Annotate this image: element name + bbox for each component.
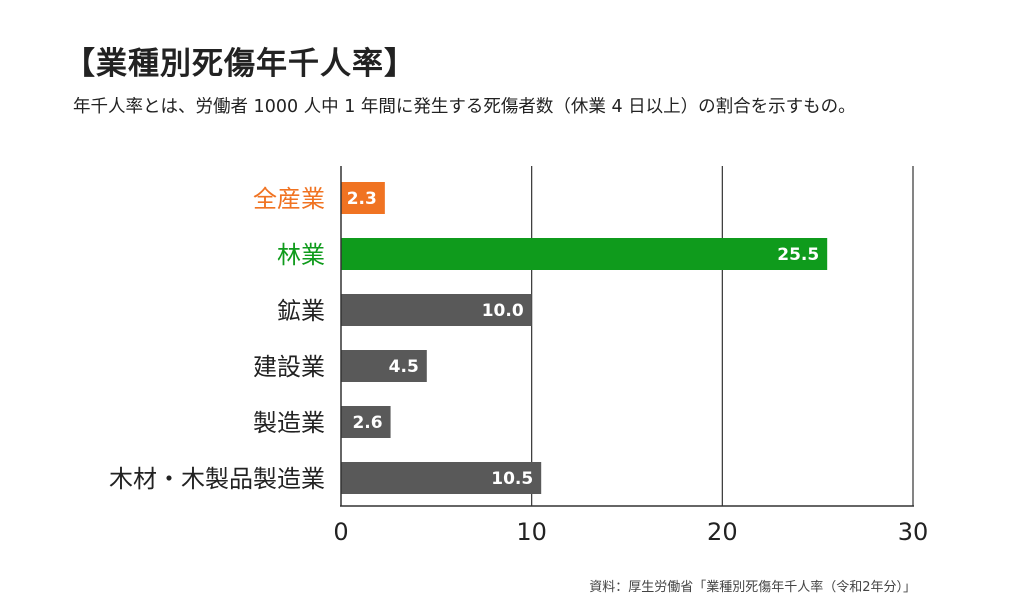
value-label-1: 25.5 bbox=[777, 245, 819, 265]
value-label-0: 2.3 bbox=[347, 189, 377, 209]
value-label-3: 4.5 bbox=[389, 357, 419, 377]
category-label-4: 製造業 bbox=[253, 409, 325, 437]
category-label-5: 木材・木製品製造業 bbox=[109, 465, 325, 493]
source-note: 資料：厚生労働省「業種別死傷年千人率（令和2年分）」 bbox=[589, 580, 916, 595]
bar-5 bbox=[341, 462, 542, 494]
bar-3 bbox=[341, 350, 427, 382]
x-tick-label-1: 10 bbox=[516, 518, 547, 546]
chart-subtitle: 年千人率とは、労働者 1000 人中 1 年間に発生する死傷者数（休業 4 日以… bbox=[73, 97, 856, 117]
x-tick-label-2: 20 bbox=[707, 518, 738, 546]
category-label-3: 建設業 bbox=[253, 353, 325, 381]
chart-title: 【業種別死傷年千人率】 bbox=[64, 46, 416, 82]
category-label-0: 全産業 bbox=[253, 185, 325, 213]
category-label-1: 林業 bbox=[277, 241, 325, 269]
bar-4 bbox=[341, 406, 391, 438]
value-label-5: 10.5 bbox=[491, 469, 533, 489]
bar-1 bbox=[341, 238, 828, 270]
x-tick-label-3: 30 bbox=[898, 518, 929, 546]
category-label-2: 鉱業 bbox=[277, 297, 325, 325]
value-label-2: 10.0 bbox=[482, 301, 524, 321]
bar-0 bbox=[341, 182, 385, 214]
value-label-4: 2.6 bbox=[352, 413, 382, 433]
bar-2 bbox=[341, 294, 532, 326]
x-tick-label-0: 0 bbox=[333, 518, 348, 546]
